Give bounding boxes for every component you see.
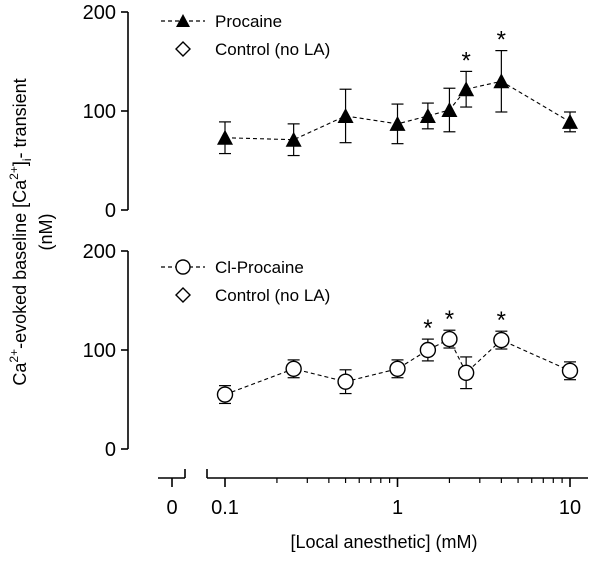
data-point-triangle xyxy=(389,115,406,131)
legend-label: Cl-Procaine xyxy=(215,258,304,277)
legend-marker-triangle xyxy=(176,14,190,27)
data-point-circle xyxy=(493,331,510,349)
significance-asterisk: * xyxy=(497,307,506,334)
series-line xyxy=(224,80,571,141)
x-zero-label: 0 xyxy=(166,497,177,519)
significance-asterisk: * xyxy=(497,27,506,54)
data-point-circle xyxy=(216,386,234,403)
significance-asterisk: * xyxy=(445,306,454,333)
data-point-circle xyxy=(285,360,302,378)
data-point-triangle xyxy=(441,102,458,118)
x-axis-title: [Local anesthetic] (mM) xyxy=(290,532,477,552)
data-point-triangle xyxy=(337,107,354,123)
legend-label: Control (no LA) xyxy=(215,286,330,305)
y-tick-label: 100 xyxy=(83,340,116,362)
legend-marker-diamond xyxy=(175,41,191,57)
data-point-circle xyxy=(389,360,406,378)
data-point-circle xyxy=(441,330,458,348)
y-tick-label: 0 xyxy=(105,200,116,222)
y-tick-label: 100 xyxy=(83,101,116,123)
significance-asterisk: * xyxy=(423,315,432,342)
y-tick-label: 0 xyxy=(105,439,116,461)
data-point-circle xyxy=(457,364,475,381)
data-point-triangle xyxy=(285,131,302,147)
x-tick-label: 0.1 xyxy=(211,497,239,519)
data-point-triangle xyxy=(562,113,578,129)
legend-marker-diamond xyxy=(175,287,191,303)
legend-label: Procaine xyxy=(215,12,282,31)
x-tick-label: 1 xyxy=(392,497,403,519)
data-point-circle xyxy=(561,362,579,379)
data-point-triangle xyxy=(217,129,233,145)
y-axis-title: Ca2+-evoked baseline [Ca2+]i- transient … xyxy=(7,78,56,385)
legend-marker-circle xyxy=(175,259,191,275)
data-point-triangle xyxy=(493,73,510,89)
data-point-circle xyxy=(337,373,354,390)
y-axis-title-line1: Ca2+-evoked baseline [Ca2+]i- transient xyxy=(7,78,34,385)
data-point-triangle xyxy=(419,107,436,123)
y-tick-label: 200 xyxy=(83,2,116,24)
y-tick-label: 200 xyxy=(83,241,116,263)
data-point-circle xyxy=(419,341,437,359)
y-axis-title-line2: (nM) xyxy=(36,214,56,251)
data-point-triangle xyxy=(458,81,475,97)
significance-asterisk: * xyxy=(461,47,470,74)
legend-label: Control (no LA) xyxy=(215,40,330,59)
series-line xyxy=(224,338,571,396)
x-tick-label: 10 xyxy=(559,497,581,519)
